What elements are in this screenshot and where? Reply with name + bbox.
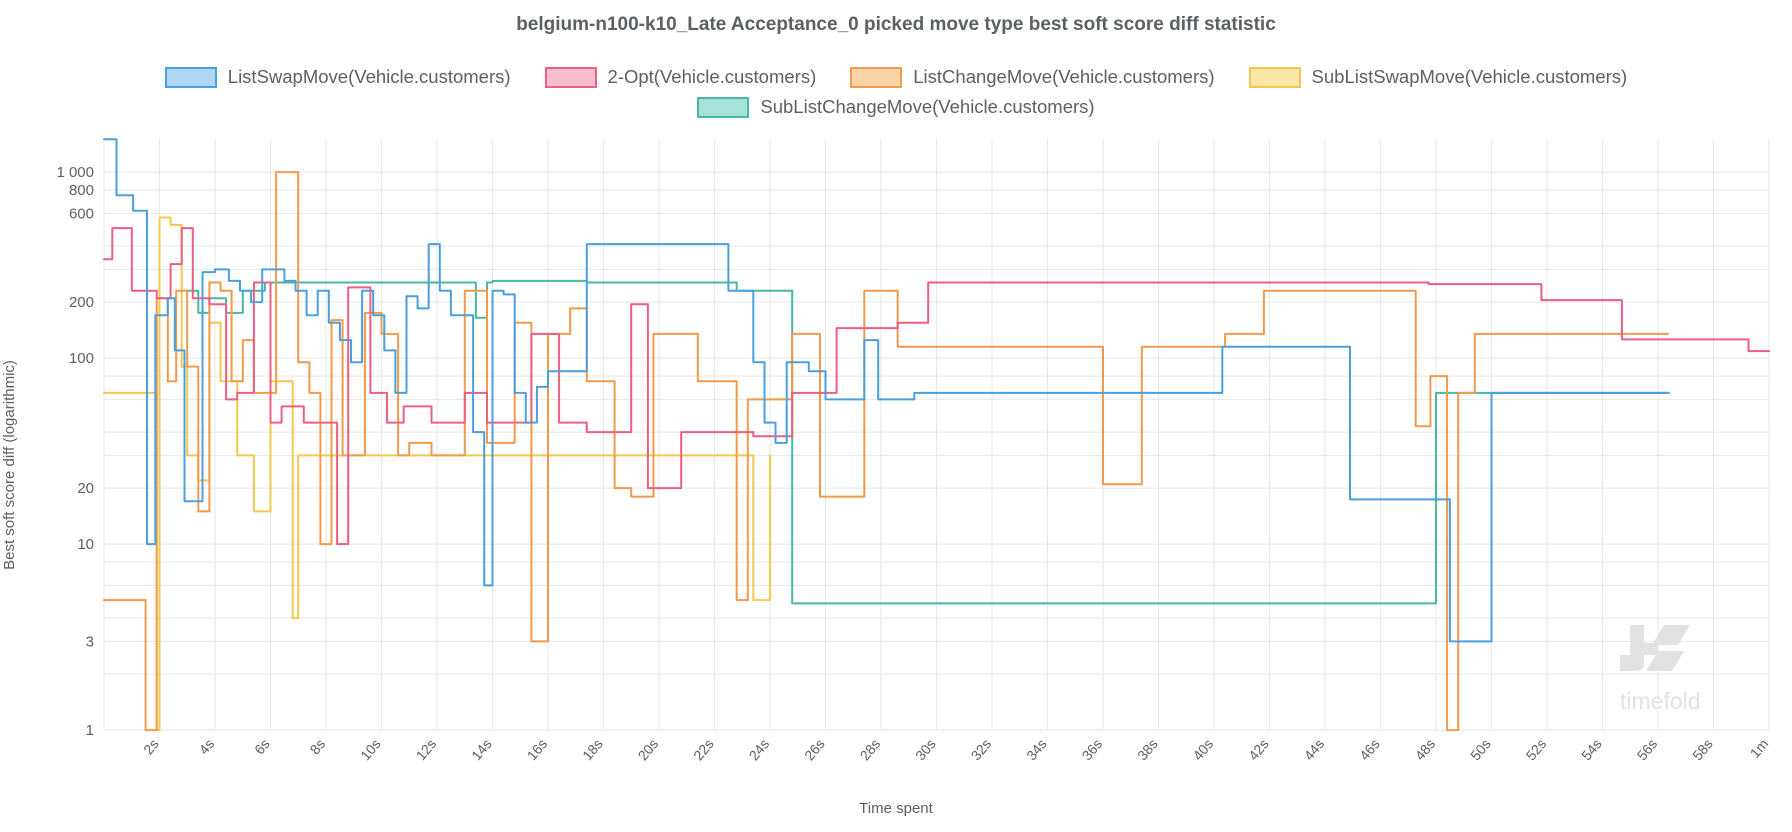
svg-text:32s: 32s bbox=[968, 736, 995, 764]
svg-text:54s: 54s bbox=[1578, 736, 1605, 764]
svg-text:3: 3 bbox=[86, 633, 94, 650]
svg-text:Best soft score diff (logarith: Best soft score diff (logarithmic) bbox=[1, 360, 18, 570]
svg-text:26s: 26s bbox=[801, 736, 828, 764]
svg-text:56s: 56s bbox=[1634, 736, 1661, 764]
svg-text:52s: 52s bbox=[1523, 736, 1550, 764]
svg-text:6s: 6s bbox=[251, 736, 273, 758]
svg-text:38s: 38s bbox=[1134, 736, 1161, 764]
svg-text:16s: 16s bbox=[524, 736, 551, 764]
svg-text:46s: 46s bbox=[1356, 736, 1383, 764]
svg-text:36s: 36s bbox=[1079, 736, 1106, 764]
svg-text:800: 800 bbox=[69, 182, 94, 199]
svg-text:1m: 1m bbox=[1747, 736, 1772, 761]
svg-text:10s: 10s bbox=[357, 736, 384, 764]
svg-text:1 000: 1 000 bbox=[56, 164, 94, 181]
svg-text:34s: 34s bbox=[1023, 736, 1050, 764]
svg-text:12s: 12s bbox=[413, 736, 440, 764]
svg-text:4s: 4s bbox=[196, 736, 218, 758]
svg-text:14s: 14s bbox=[468, 736, 495, 764]
svg-text:42s: 42s bbox=[1245, 736, 1272, 764]
svg-text:10: 10 bbox=[77, 536, 94, 553]
svg-text:18s: 18s bbox=[579, 736, 606, 764]
svg-text:48s: 48s bbox=[1412, 736, 1439, 764]
svg-text:40s: 40s bbox=[1190, 736, 1217, 764]
svg-text:2s: 2s bbox=[140, 736, 162, 758]
svg-text:1: 1 bbox=[86, 722, 94, 739]
svg-text:200: 200 bbox=[69, 294, 94, 311]
svg-text:22s: 22s bbox=[690, 736, 717, 764]
svg-text:28s: 28s bbox=[857, 736, 884, 764]
svg-text:8s: 8s bbox=[307, 736, 329, 758]
svg-text:24s: 24s bbox=[746, 736, 773, 764]
svg-text:timefold: timefold bbox=[1620, 688, 1701, 714]
svg-text:44s: 44s bbox=[1301, 736, 1328, 764]
svg-text:58s: 58s bbox=[1689, 736, 1716, 764]
svg-text:20: 20 bbox=[77, 480, 94, 497]
svg-text:600: 600 bbox=[69, 205, 94, 222]
svg-text:50s: 50s bbox=[1467, 736, 1494, 764]
svg-text:100: 100 bbox=[69, 350, 94, 367]
svg-text:30s: 30s bbox=[912, 736, 939, 764]
svg-text:20s: 20s bbox=[635, 736, 662, 764]
